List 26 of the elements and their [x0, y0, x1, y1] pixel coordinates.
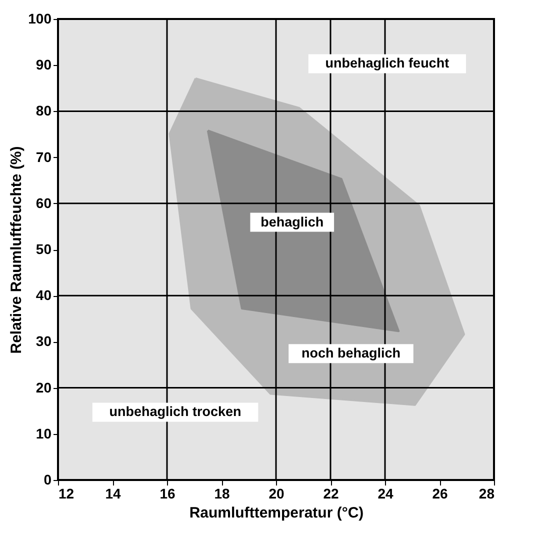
- x-tick-label: 20: [268, 486, 284, 502]
- y-tick-label: 90: [36, 56, 52, 73]
- y-tick-label: 40: [36, 287, 52, 304]
- annotation: noch behaglich: [301, 346, 400, 361]
- x-tick-label: 22: [323, 486, 339, 502]
- annotation: unbehaglich trocken: [109, 404, 242, 420]
- annotation: behaglich: [260, 214, 324, 230]
- y-axis-title: Relative Raumluftfeuchte (%): [8, 146, 26, 354]
- x-tick-label: 28: [478, 486, 495, 502]
- annotation: unbehaglich feucht: [325, 56, 450, 71]
- y-tick-label: 100: [28, 10, 52, 26]
- x-tick-label: 16: [160, 486, 176, 502]
- y-tick-label: 80: [36, 102, 52, 119]
- y-tick-label: 70: [36, 148, 52, 165]
- y-tick-label: 50: [36, 241, 52, 257]
- x-tick-label: 12: [58, 486, 74, 502]
- y-tick-label: 10: [36, 425, 52, 442]
- y-tick-label: 0: [44, 472, 52, 488]
- y-tick-label: 60: [36, 194, 52, 211]
- x-tick-label: 24: [378, 486, 394, 502]
- x-tick-label: 26: [432, 486, 448, 502]
- x-tick-label: 14: [105, 486, 121, 502]
- x-axis-title: Raumlufttemperatur (°C): [189, 504, 364, 522]
- x-tick-label: 18: [214, 486, 230, 502]
- y-tick-label: 20: [36, 379, 52, 396]
- y-tick-label: 30: [36, 333, 52, 350]
